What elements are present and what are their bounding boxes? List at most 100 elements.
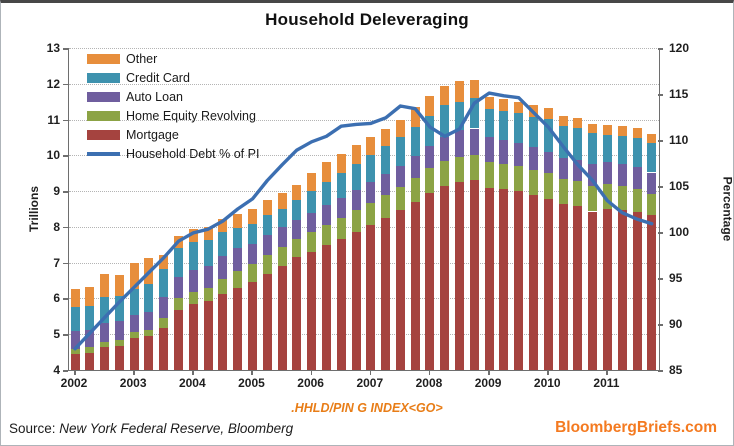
bar-segment [218, 232, 228, 256]
gridline [69, 119, 659, 121]
bar-segment [336, 173, 346, 199]
left-axis-tick-label: 7 [53, 255, 60, 270]
bar-segment [174, 248, 184, 277]
bar-segment [203, 265, 213, 288]
bar-segment [100, 347, 110, 370]
legend-color-swatch [87, 130, 120, 140]
bar-segment [277, 192, 287, 209]
bar-segment [588, 133, 598, 164]
bar-segment [188, 228, 198, 242]
legend-line-swatch [87, 152, 120, 156]
bar-segment [469, 180, 479, 370]
bar-segment [292, 220, 302, 239]
x-axis-tick [606, 370, 608, 375]
legend-label: Credit Card [126, 71, 190, 85]
bar-segment [188, 303, 198, 370]
legend-item: Credit Card [87, 69, 259, 87]
right-axis-tick-label: 90 [669, 317, 683, 331]
x-axis-tick [251, 370, 253, 375]
left-axis-tick [63, 262, 68, 265]
bar-segment [292, 238, 302, 257]
bar-segment [336, 239, 346, 370]
bar-segment [174, 276, 184, 299]
bar-segment [366, 202, 376, 226]
bloomberg-ticker: .HHLD/PIN G INDEX<GO> [291, 401, 443, 415]
bar-segment [159, 318, 169, 329]
bar-segment [617, 135, 627, 164]
bar-segment [484, 162, 494, 188]
bar-segment [602, 162, 612, 184]
bar-segment [499, 163, 509, 189]
bar-segment [469, 154, 479, 181]
x-axis-tick [488, 370, 490, 375]
legend-color-swatch [87, 92, 120, 102]
x-axis-year-label: 2007 [356, 376, 384, 390]
x-axis-year-label: 2003 [119, 376, 147, 390]
bar-segment [321, 245, 331, 370]
bar-segment [588, 163, 598, 186]
right-axis-tick-label: 120 [669, 41, 690, 55]
bar-segment [262, 235, 272, 256]
legend-color-swatch [87, 73, 120, 83]
gridline [69, 191, 659, 193]
bar-segment [395, 137, 405, 166]
bar-segment [203, 240, 213, 266]
debt-pct-line [73, 91, 654, 351]
x-axis-tick [310, 370, 313, 375]
x-axis-tick [428, 370, 431, 375]
right-axis-tick-label: 105 [669, 179, 690, 193]
bar-segment [455, 130, 465, 157]
bar-segment [321, 225, 331, 246]
right-axis-tick-label: 110 [669, 133, 689, 147]
gridline [69, 226, 659, 228]
legend: Other Credit Card Auto Loan Home Equity Rev… [87, 50, 259, 164]
bar-segment [558, 157, 568, 179]
left-axis-tick [63, 226, 68, 229]
x-axis-year-label: 2009 [474, 376, 502, 390]
bar-segment [307, 212, 317, 233]
bar-segment [129, 338, 139, 370]
bar-segment [647, 143, 657, 173]
x-axis-tick [74, 370, 76, 375]
bar-segment [203, 226, 213, 241]
x-axis-tick [133, 370, 135, 375]
gridline [69, 83, 659, 85]
bar-segment [395, 210, 405, 370]
bar-segment [262, 255, 272, 274]
bar-segment [558, 125, 568, 158]
legend-item: Household Debt % of PI [87, 145, 259, 163]
bar-segment [410, 201, 420, 370]
bar-segment [188, 292, 198, 304]
left-axis-tick [63, 298, 68, 300]
bar-segment [455, 182, 465, 370]
legend-item: Mortgage [87, 126, 259, 144]
bar-segment [381, 217, 391, 370]
bar-segment [85, 287, 95, 306]
bar-segment [543, 108, 553, 119]
x-axis-tick [547, 370, 549, 375]
bar-segment [440, 137, 450, 161]
bar-segment [573, 180, 583, 207]
bar-segment [455, 81, 465, 102]
debt-pct-line-layer [73, 91, 654, 351]
bar-segment [499, 188, 509, 370]
bar-segment [558, 178, 568, 204]
bar-segment [455, 156, 465, 183]
bar-segment [262, 200, 272, 216]
bar-segment [70, 348, 80, 354]
legend-label: Home Equity Revolving [126, 109, 256, 123]
bar-segment [632, 212, 642, 370]
bar-segment [499, 98, 509, 111]
bar-segment [100, 297, 110, 324]
x-axis-year-label: 2008 [415, 376, 443, 390]
legend-item: Home Equity Revolving [87, 107, 259, 125]
bar-segment [528, 194, 538, 370]
bloomberg-briefs-brand: BloombergBriefs.com [555, 419, 717, 436]
bar-segment [233, 287, 243, 370]
bar-segment [218, 294, 228, 370]
bar-segment [247, 223, 257, 244]
bar-segment [499, 110, 509, 140]
right-axis-tick [658, 140, 663, 142]
bar-segment [514, 113, 524, 143]
bar-segment [114, 340, 124, 347]
